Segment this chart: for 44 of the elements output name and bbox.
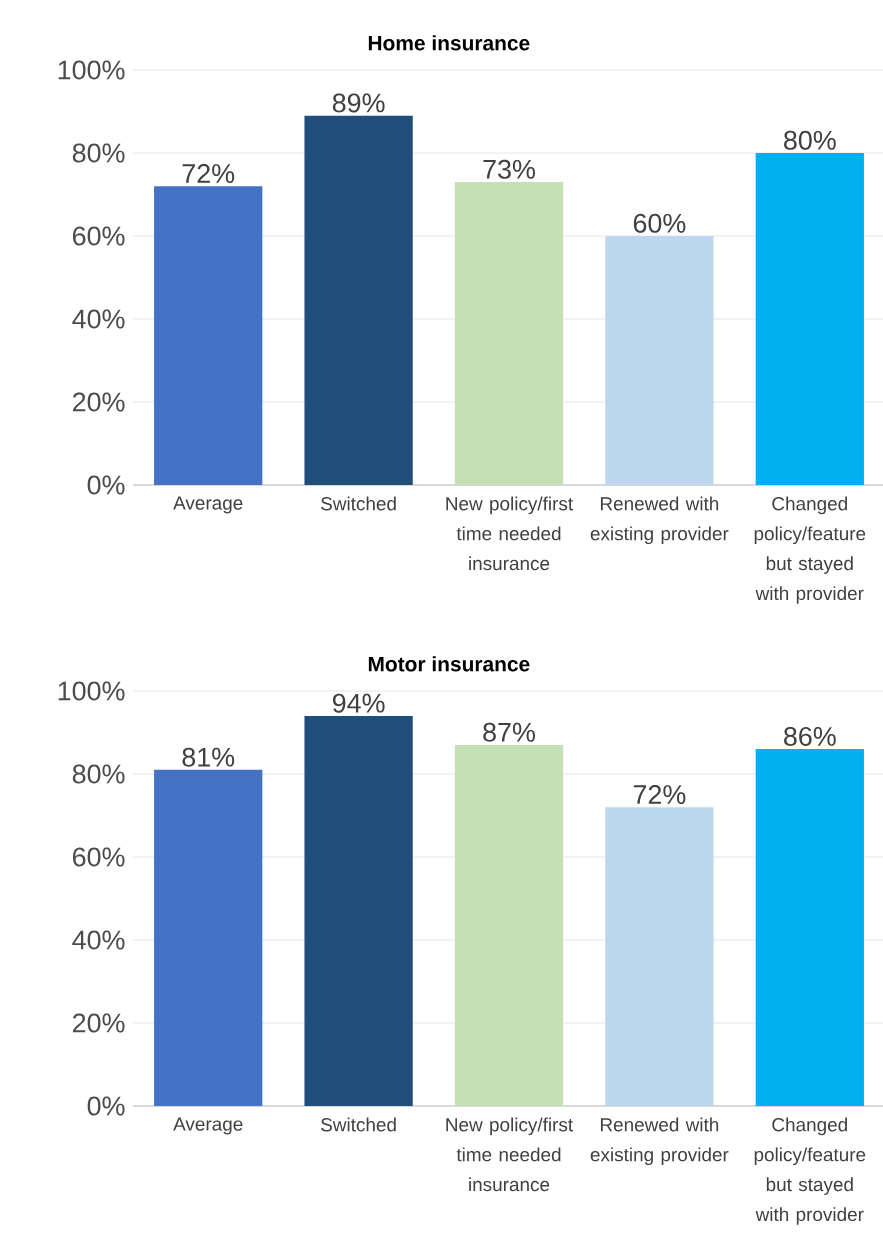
- chart-title: Home insurance: [368, 35, 530, 51]
- bar: [454, 744, 564, 1107]
- x-tick-label: Switched: [321, 1117, 396, 1132]
- y-tick-label: 80%: [72, 143, 125, 163]
- bar: [755, 153, 864, 486]
- data-label: 94%: [332, 693, 385, 713]
- x-tick-label: Renewed with existing provider: [590, 1117, 729, 1166]
- y-tick-label: 100%: [58, 681, 125, 701]
- x-tick-label: Average: [173, 1117, 243, 1135]
- bar: [304, 115, 413, 486]
- data-label: 60%: [633, 213, 686, 233]
- y-tick-label: 40%: [72, 309, 125, 329]
- data-label: 89%: [332, 93, 385, 113]
- data-label: 72%: [633, 785, 686, 805]
- y-tick-label: 80%: [72, 764, 125, 784]
- bar: [304, 715, 413, 1107]
- data-label: 80%: [784, 130, 836, 150]
- data-label: 86%: [784, 726, 836, 746]
- y-tick-label: 0%: [87, 475, 125, 495]
- x-tick-label: Changed policy/feature but stayed with provider: [754, 496, 866, 604]
- bar: [605, 807, 714, 1107]
- data-label: 73%: [483, 159, 535, 179]
- data-label: 72%: [182, 164, 235, 184]
- x-tick-label: New policy/first time needed insurance: [446, 496, 573, 571]
- data-label: 87%: [483, 722, 535, 742]
- x-tick-label: Changed policy/feature but stayed with provider: [754, 1117, 866, 1225]
- bar: [755, 749, 864, 1107]
- bar: [454, 182, 564, 486]
- data-label: 81%: [182, 747, 235, 767]
- chart-title: Motor insurance: [368, 656, 530, 672]
- y-tick-label: 20%: [73, 392, 125, 412]
- bar: [154, 186, 263, 486]
- y-tick-label: 60%: [73, 226, 125, 246]
- x-tick-label: New policy/first time needed insurance: [446, 1117, 573, 1192]
- x-tick-label: Switched: [321, 496, 396, 511]
- y-tick-label: 0%: [87, 1096, 125, 1116]
- x-tick-label: Renewed with existing provider: [590, 496, 729, 545]
- y-tick-label: 40%: [72, 930, 125, 950]
- y-tick-label: 20%: [73, 1013, 125, 1033]
- y-tick-label: 100%: [58, 60, 125, 80]
- x-tick-label: Average: [173, 496, 243, 514]
- bar: [154, 769, 263, 1107]
- y-tick-label: 60%: [73, 847, 125, 867]
- bar: [605, 236, 714, 486]
